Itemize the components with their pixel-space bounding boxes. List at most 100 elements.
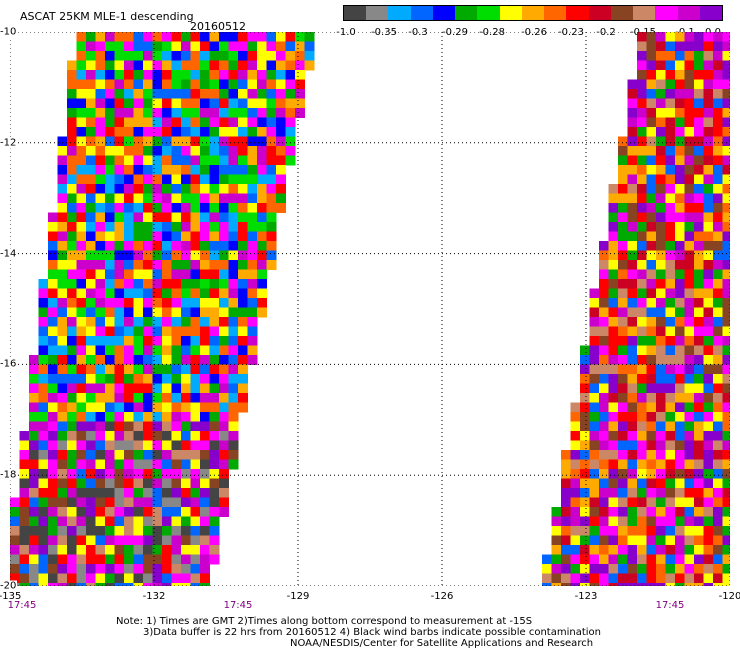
swath-cell <box>86 127 96 137</box>
swath-cell <box>675 279 685 289</box>
swath-cell <box>247 174 258 185</box>
swath-cell <box>703 469 714 479</box>
swath-cell <box>656 583 666 586</box>
swath-cell <box>247 89 258 99</box>
swath-cell <box>247 79 258 90</box>
swath-cell <box>152 535 163 546</box>
swath-cell <box>86 136 96 147</box>
swath-cell <box>38 402 49 413</box>
swath-cell <box>570 459 581 470</box>
swath-cell <box>703 212 714 223</box>
swath-cell <box>86 212 96 223</box>
swath-cell <box>143 364 153 375</box>
swath-cell <box>95 136 106 147</box>
swath-cell <box>114 431 125 441</box>
swath-cell <box>67 241 77 251</box>
swath-cell <box>67 136 77 147</box>
swath-cell <box>95 79 106 90</box>
swath-cell <box>627 146 638 156</box>
swath-cell <box>703 32 714 42</box>
map-plot[interactable] <box>10 32 730 586</box>
swath-cell <box>219 174 229 185</box>
swath-cell <box>48 241 58 251</box>
swath-cell <box>95 516 106 527</box>
swath-cell <box>618 364 628 375</box>
swath-cell <box>143 203 153 213</box>
swath-cell <box>238 32 248 42</box>
swath-cell <box>181 393 191 403</box>
swath-cell <box>646 583 657 586</box>
swath-cell <box>722 497 730 508</box>
swath-cell <box>38 440 49 451</box>
swath-cell <box>285 117 296 128</box>
colorbar-segment <box>432 6 456 20</box>
swath-cell <box>124 583 134 586</box>
swath-cell <box>209 459 220 470</box>
swath-cell <box>599 564 609 574</box>
swath-cell <box>646 345 657 356</box>
swath-cell <box>48 497 58 508</box>
swath-cell <box>76 269 87 280</box>
swath-cell <box>209 336 220 346</box>
swath-cell <box>105 89 115 99</box>
swath-cell <box>67 326 77 337</box>
swath-cell <box>684 412 695 422</box>
swath-cell <box>152 155 163 166</box>
swath-cell <box>713 478 723 489</box>
swath-cell <box>171 345 182 356</box>
swath-cell <box>86 459 96 470</box>
swath-cell <box>304 60 315 71</box>
swath-cell <box>95 203 106 213</box>
swath-cell <box>133 288 144 299</box>
swath-cell <box>86 79 96 90</box>
swath-cell <box>190 127 201 137</box>
swath-cell <box>266 32 277 42</box>
swath-cell <box>675 469 685 479</box>
swath-cell <box>181 136 191 147</box>
swath-cell <box>105 41 115 52</box>
swath-cell <box>29 516 39 527</box>
swath-cell <box>209 288 220 299</box>
swath-cell <box>570 469 581 479</box>
swath-cell <box>247 222 258 232</box>
swath-cell <box>238 307 248 318</box>
swath-cell <box>580 383 590 394</box>
swath-cell <box>608 488 619 498</box>
swath-cell <box>48 478 58 489</box>
swath-cell <box>713 497 723 508</box>
swath-cell <box>618 165 628 175</box>
swath-cell <box>95 583 106 586</box>
swath-cell <box>295 51 305 61</box>
swath-cell <box>665 32 676 42</box>
swath-cell <box>190 431 201 441</box>
swath-cell <box>684 497 695 508</box>
swath-cell <box>209 279 220 289</box>
swath-cell <box>76 383 87 394</box>
swath-cell <box>124 70 134 80</box>
swath-cell <box>694 336 704 346</box>
swath-cell <box>684 317 695 327</box>
swath-cell <box>152 497 163 508</box>
colorbar-segment <box>544 6 567 20</box>
swath-cell <box>675 298 685 308</box>
swath-cell <box>276 146 286 156</box>
swath-cell <box>162 478 172 489</box>
swath-cell <box>143 431 153 441</box>
swath-cell <box>133 108 144 118</box>
swath-cell <box>105 450 115 460</box>
swath-cell <box>722 459 730 470</box>
swath-cell <box>124 535 134 546</box>
swath-cell <box>105 260 115 270</box>
swath-cell <box>589 298 600 308</box>
swath-cell <box>10 554 20 565</box>
swath-cell <box>95 564 106 574</box>
swath-cell <box>38 583 49 586</box>
swath-cell <box>627 421 638 432</box>
swath-cell <box>143 127 153 137</box>
swath-cell <box>67 526 77 536</box>
swath-cell <box>722 269 730 280</box>
swath-cell <box>124 326 134 337</box>
swath-cell <box>247 146 258 156</box>
swath-cell <box>675 374 685 384</box>
swath-cell <box>675 459 685 470</box>
